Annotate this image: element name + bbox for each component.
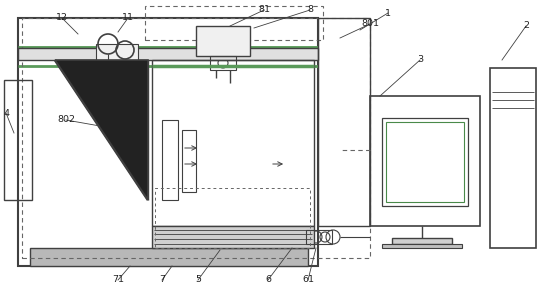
Text: 7: 7	[159, 276, 165, 285]
Text: 71: 71	[112, 276, 124, 285]
Text: 8: 8	[307, 5, 313, 14]
Bar	[30, 248, 308, 266]
Bar	[382, 118, 468, 206]
Bar	[196, 26, 250, 56]
Bar	[370, 96, 480, 226]
Bar	[152, 60, 314, 226]
Bar	[386, 122, 464, 202]
Text: 2: 2	[523, 22, 529, 31]
Bar	[490, 68, 536, 248]
Bar	[96, 44, 138, 60]
Bar	[392, 238, 452, 244]
Text: 6: 6	[265, 276, 271, 285]
Bar	[182, 130, 196, 192]
Bar	[22, 18, 370, 258]
Text: 1: 1	[385, 9, 391, 18]
Bar	[318, 18, 370, 226]
Text: 61: 61	[302, 276, 314, 285]
Bar	[152, 226, 314, 248]
Bar	[162, 120, 178, 200]
Polygon shape	[55, 60, 148, 200]
Bar	[145, 6, 323, 40]
Bar	[155, 188, 310, 248]
Bar	[210, 56, 236, 70]
Text: 5: 5	[195, 276, 201, 285]
Bar	[382, 244, 462, 248]
Bar	[4, 80, 32, 200]
Text: 801: 801	[361, 20, 379, 29]
Text: 3: 3	[417, 56, 423, 65]
Bar	[306, 230, 332, 244]
Text: 11: 11	[122, 14, 134, 22]
Text: 802: 802	[57, 115, 75, 124]
Bar	[18, 48, 318, 60]
Bar	[18, 18, 318, 266]
Text: 12: 12	[56, 14, 68, 22]
Text: 81: 81	[258, 5, 270, 14]
Text: 4: 4	[3, 109, 9, 118]
